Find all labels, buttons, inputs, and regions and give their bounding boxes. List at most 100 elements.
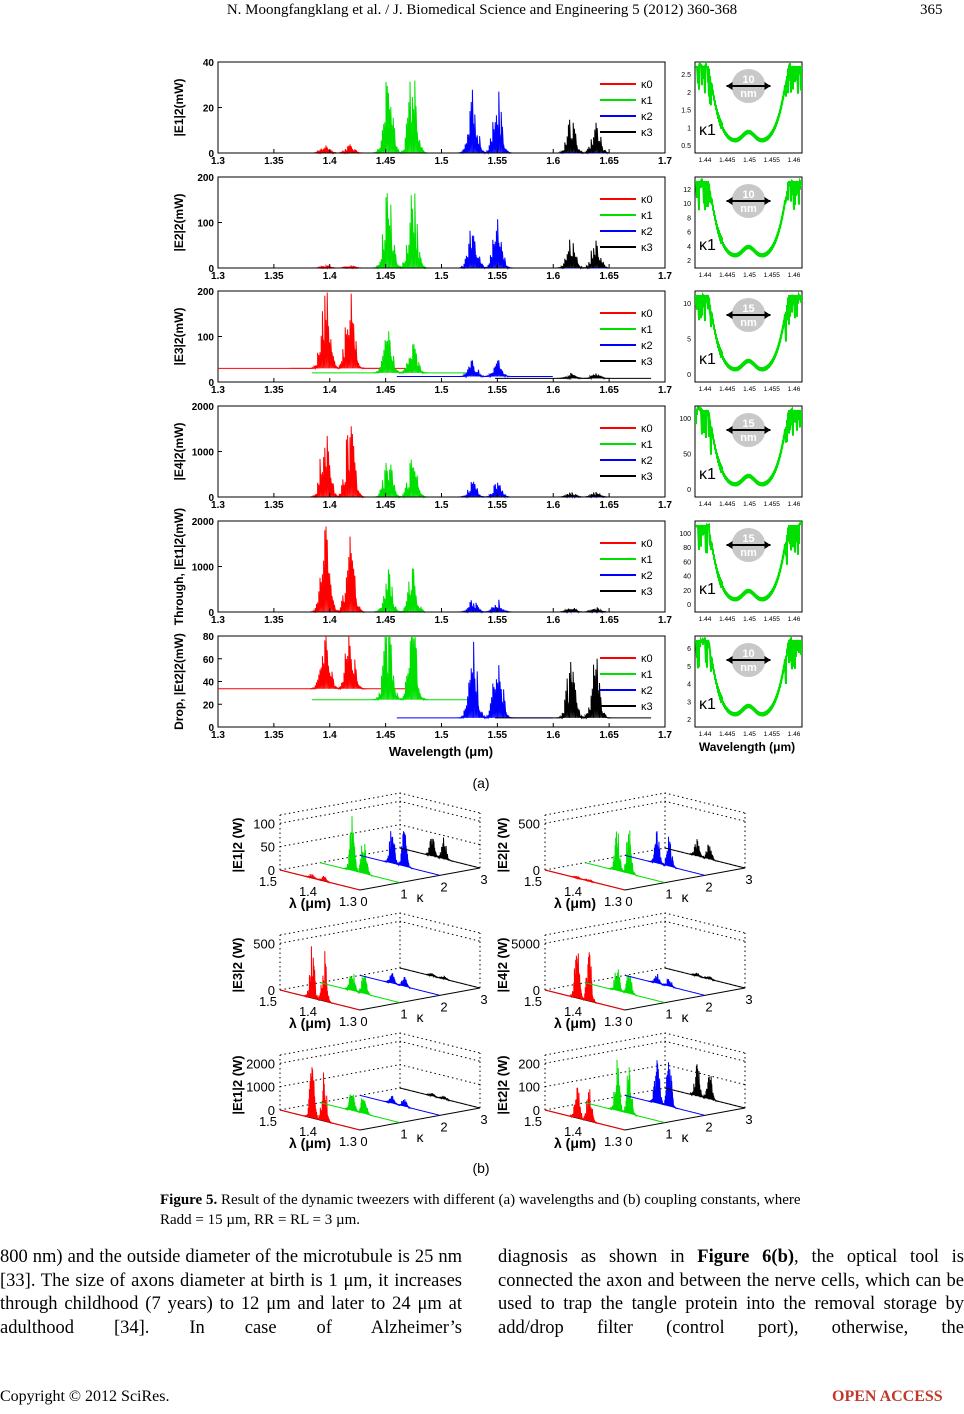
lambda-tick-label: 1.5	[259, 874, 277, 889]
y-tick-label: 0	[208, 378, 214, 389]
y-axis-label: Through, |Et1|2(mW)	[172, 508, 186, 625]
kappa-label: κ	[417, 889, 425, 905]
kappa-tick-label: 3	[480, 1112, 487, 1127]
badge-value: 15	[742, 303, 754, 315]
spectrum-3d	[399, 1087, 480, 1109]
z-tick-label: 0	[268, 1103, 275, 1118]
x-tick-label: 1.55	[488, 500, 508, 511]
x-tick-label: 1.55	[488, 156, 508, 167]
box-edge	[544, 792, 746, 816]
x-tick-label: 1.65	[599, 156, 619, 167]
inset-curve	[695, 634, 802, 717]
y-tick-label: 60	[203, 655, 215, 666]
kappa-tick-label: 0	[625, 894, 632, 909]
kappa-axis	[359, 987, 481, 1011]
y-tick-label: 2000	[192, 517, 215, 528]
kappa-tick-label: 0	[360, 894, 367, 909]
inset-y-tick-label: 5	[687, 337, 691, 344]
y-tick-label: 40	[203, 678, 215, 689]
kappa-tick-label: 1	[400, 1127, 407, 1142]
page-number: 365	[920, 2, 943, 18]
lambda-label: λ (μm)	[554, 1015, 596, 1031]
spectrum-3d	[279, 946, 360, 1011]
inset-x-tick-label: 1.44	[699, 731, 712, 738]
inset-x-tick-label: 1.45	[743, 731, 756, 738]
x-tick-label: 1.45	[376, 730, 396, 741]
spectrum	[218, 239, 665, 270]
box-grid	[279, 1064, 481, 1088]
kappa-axis	[359, 1107, 481, 1131]
legend-label: κ3	[641, 471, 653, 483]
inset-x-tick-label: 1.45	[743, 501, 756, 508]
kappa-tick-label: 2	[705, 999, 712, 1014]
inset-y-tick-label: 1.5	[681, 108, 691, 115]
box-grid	[544, 800, 746, 824]
spectrum	[218, 426, 665, 499]
inset-y-tick-label: 100	[679, 416, 691, 423]
lambda-tick-label: 1.3	[339, 1014, 357, 1029]
z-tick-label: 5000	[511, 936, 540, 951]
kappa-tick-label: 1	[400, 887, 407, 902]
y-tick-label: 2000	[192, 402, 215, 413]
inset-x-tick-label: 1.45	[743, 272, 756, 279]
kappa-axis	[624, 1107, 746, 1131]
inset-kappa: κ1	[699, 466, 716, 483]
lambda-label: λ (μm)	[289, 1015, 331, 1031]
y-tick-label: 20	[203, 104, 215, 115]
y-axis-label: |E3|2(mW)	[172, 307, 186, 365]
x-tick-label: 1.5	[435, 156, 449, 167]
box-edge	[279, 912, 481, 936]
x-tick-label: 1.35	[264, 615, 284, 626]
inset-y-tick-label: 2	[687, 717, 691, 724]
z-tick-label: 0	[533, 983, 540, 998]
text: diagnosis as shown in	[498, 1247, 698, 1267]
text: , the optical tool is connected the axon…	[498, 1247, 964, 1338]
z-axis-label: |E3|2 (W)	[230, 938, 245, 993]
inset-frame	[694, 635, 803, 728]
lambda-tick-label: 1.5	[524, 874, 542, 889]
inset-curve	[695, 406, 802, 487]
kappa-tick-label: 3	[745, 1112, 752, 1127]
plot-frame	[217, 520, 666, 613]
caption-label: Figure 5.	[160, 1192, 218, 1208]
caption-text: Result of the dynamic tweezers with diff…	[160, 1192, 801, 1228]
inset-y-tick-label: 2.5	[681, 72, 691, 79]
y-tick-label: 80	[203, 632, 215, 643]
spectrum	[218, 607, 665, 614]
badge-unit: nm	[740, 432, 757, 444]
x-tick-label: 1.5	[435, 500, 449, 511]
x-tick-label: 1.45	[376, 385, 396, 396]
x-tick-label: 1.45	[376, 615, 396, 626]
spectrum-3d	[399, 967, 480, 989]
spectrum-3d	[584, 969, 665, 1003]
lambda-tick-label: 1.4	[299, 1124, 317, 1139]
legend-label: κ3	[641, 586, 653, 598]
inset-x-tick-label: 1.45	[743, 616, 756, 623]
badge-unit: nm	[740, 547, 757, 559]
lambda-tick-label: 1.4	[564, 1004, 582, 1019]
inset-x-tick-label: 1.44	[699, 386, 712, 393]
legend-label: κ1	[641, 324, 653, 336]
inset-kappa: κ1	[699, 122, 716, 139]
x-tick-label: 1.65	[599, 615, 619, 626]
box-grid	[279, 824, 481, 848]
inset-y-tick-label: 4	[687, 244, 691, 251]
inset-x-tick-label: 1.44	[699, 501, 712, 508]
inset-y-tick-label: 2	[687, 258, 691, 265]
y-tick-label: 20	[203, 700, 215, 711]
lambda-tick-label: 1.4	[564, 884, 582, 899]
spectrum-3d	[584, 830, 665, 883]
kappa-axis	[624, 987, 746, 1011]
kappa-tick-label: 0	[625, 1134, 632, 1149]
spectrum-3d	[359, 973, 440, 996]
legend-label: κ1	[641, 554, 653, 566]
x-tick-label: 1.3	[211, 271, 225, 282]
x-axis-label: Wavelength (μm)	[389, 744, 493, 759]
x-tick-label: 1.3	[211, 500, 225, 511]
x-tick-label: 1.65	[599, 730, 619, 741]
z-tick-label: 500	[253, 936, 275, 951]
inset-y-tick-label: 6	[687, 646, 691, 653]
lambda-tick-label: 1.3	[604, 1014, 622, 1029]
x-tick-label: 1.4	[323, 156, 337, 167]
inset-y-tick-label: 80	[683, 545, 691, 552]
